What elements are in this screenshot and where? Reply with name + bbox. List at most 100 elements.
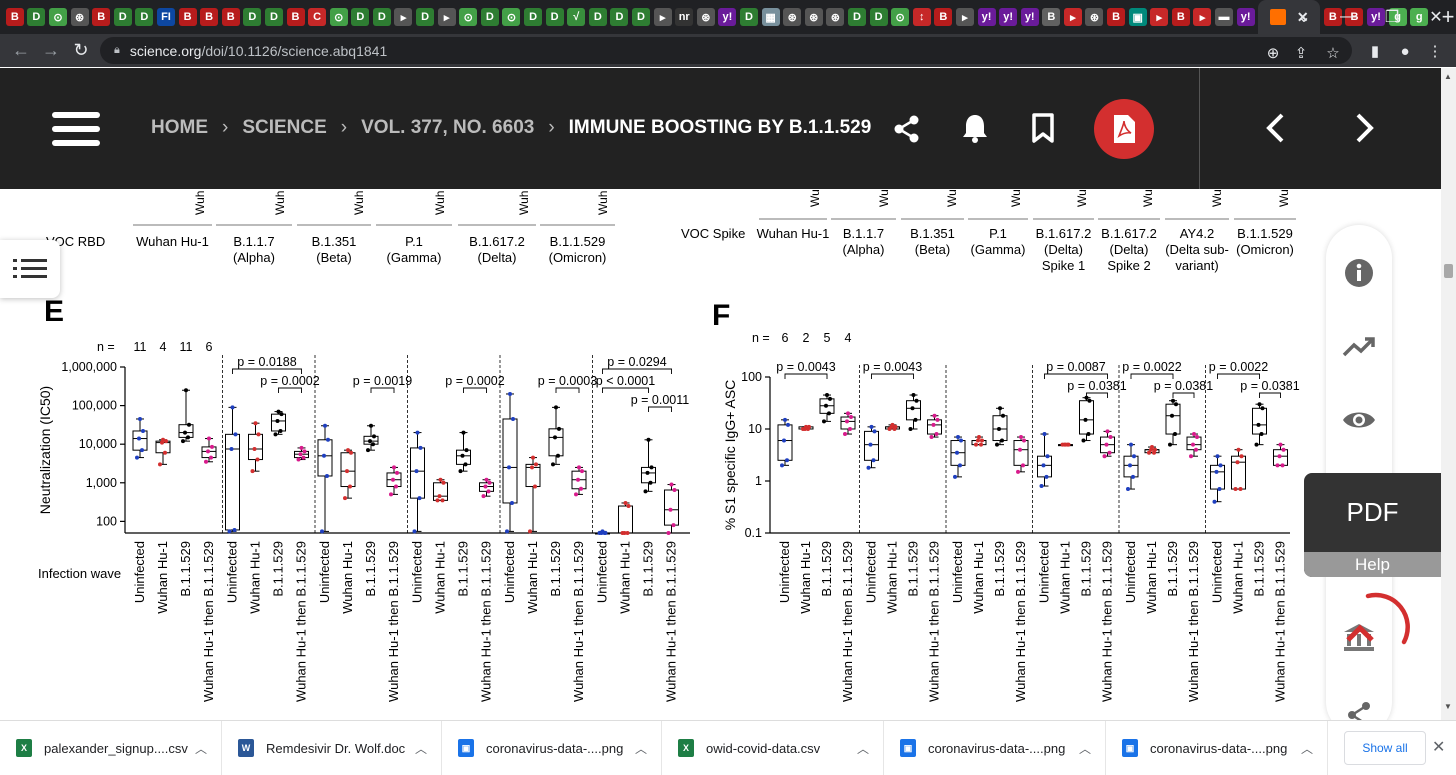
maximize-button[interactable]: ❐ (1384, 9, 1400, 26)
tab-favicon-55[interactable]: ▸ (1193, 8, 1212, 26)
address-bar[interactable]: 🔒︎ science.org/doi/10.1126/science.abq18… (100, 37, 1352, 64)
active-tab[interactable]: ✕ (1258, 0, 1321, 34)
breadcrumb-link-1[interactable]: SCIENCE (242, 117, 327, 138)
share-icon[interactable] (890, 112, 924, 146)
tab-favicon-29[interactable]: D (632, 8, 651, 26)
tab-favicon-27[interactable]: D (588, 8, 607, 26)
tab-favicon-44[interactable]: ▸ (955, 8, 974, 26)
tab-favicon-24[interactable]: D (524, 8, 543, 26)
download-options-chevron-icon[interactable]: ︿ (1078, 741, 1091, 756)
tab-favicon-36[interactable]: ⊛ (783, 8, 802, 26)
tab-favicon-after-0[interactable]: B (1323, 8, 1342, 26)
tab-favicon-23[interactable]: ⊙ (502, 8, 521, 26)
download-item[interactable]: W Remdesivir Dr. Wolf.doc ︿ (222, 721, 442, 775)
tab-favicon-15[interactable]: ⊙ (329, 8, 348, 26)
tab-search-icon[interactable]: ⌄ (1297, 9, 1311, 26)
tab-favicon-13[interactable]: B (286, 8, 305, 26)
download-item[interactable]: ▣ coronavirus-data-....png ︿ (442, 721, 662, 775)
tab-favicon-26[interactable]: √ (567, 8, 586, 26)
close-window-button[interactable]: ✕ (1429, 9, 1443, 26)
tab-favicon-56[interactable]: ▬ (1215, 8, 1234, 26)
tab-favicon-18[interactable]: ▸ (394, 8, 413, 26)
tab-favicon-2[interactable]: ⊙ (48, 8, 67, 26)
download-options-chevron-icon[interactable]: ︿ (194, 741, 207, 756)
minimize-button[interactable]: — (1340, 8, 1356, 25)
tab-favicon-6[interactable]: D (135, 8, 154, 26)
tab-favicon-49[interactable]: ▸ (1063, 8, 1082, 26)
bell-icon[interactable] (958, 111, 992, 145)
tab-favicon-34[interactable]: D (739, 8, 758, 26)
tab-favicon-30[interactable]: ▸ (653, 8, 672, 26)
profile-avatar-icon[interactable]: ● (1400, 42, 1410, 60)
tab-favicon-38[interactable]: ⊛ (826, 8, 845, 26)
tab-favicon-57[interactable]: y! (1236, 8, 1255, 26)
page-scrollbar[interactable]: ▲ ▼ (1441, 68, 1456, 720)
forward-icon[interactable]: → (42, 40, 60, 60)
next-article-icon[interactable] (1348, 110, 1382, 146)
download-item[interactable]: ▣ coronavirus-data-....png ︿ (1106, 721, 1328, 775)
tab-favicon-47[interactable]: y! (1020, 8, 1039, 26)
tab-favicon-3[interactable]: ⊛ (70, 8, 89, 26)
tab-favicon-12[interactable]: D (264, 8, 283, 26)
menu-kebab-icon[interactable]: ⋮ (1427, 43, 1443, 60)
tab-favicon-1[interactable]: D (27, 8, 46, 26)
download-options-chevron-icon[interactable]: ︿ (634, 741, 647, 756)
table-of-contents-button[interactable] (0, 240, 60, 298)
download-options-chevron-icon[interactable]: ︿ (1300, 741, 1313, 756)
new-tab-button[interactable]: + (1441, 4, 1455, 29)
tab-favicon-40[interactable]: D (869, 8, 888, 26)
scroll-down-icon[interactable]: ▼ (1444, 702, 1452, 711)
download-options-chevron-icon[interactable]: ︿ (856, 741, 869, 756)
tab-favicon-9[interactable]: B (200, 8, 219, 26)
download-item[interactable]: ▣ coronavirus-data-....png ︿ (884, 721, 1106, 775)
bookmark-star-icon[interactable]: ☆ (1326, 45, 1340, 62)
tab-favicon-31[interactable]: nr (675, 8, 694, 26)
tab-favicon-after-1[interactable]: B (1345, 8, 1364, 26)
breadcrumb-link-2[interactable]: VOL. 377, NO. 6603 (361, 117, 535, 138)
show-all-downloads-button[interactable]: Show all (1344, 731, 1426, 765)
tab-favicon-19[interactable]: D (416, 8, 435, 26)
tab-favicon-21[interactable]: ⊙ (459, 8, 478, 26)
tab-favicon-0[interactable]: B (5, 8, 24, 26)
tab-favicon-45[interactable]: y! (977, 8, 996, 26)
previous-article-icon[interactable] (1258, 110, 1292, 146)
tab-favicon-4[interactable]: B (92, 8, 111, 26)
tab-favicon-after-4[interactable]: g (1410, 8, 1429, 26)
side-panel-icon[interactable]: ▮ (1370, 43, 1380, 60)
tab-favicon-53[interactable]: ▸ (1150, 8, 1169, 26)
scroll-up-icon[interactable]: ▲ (1444, 72, 1452, 81)
pdf-help-tooltip[interactable]: PDF Help (1304, 473, 1441, 577)
back-icon[interactable]: ← (12, 40, 30, 60)
tab-favicon-16[interactable]: D (351, 8, 370, 26)
tab-favicon-32[interactable]: ⊛ (696, 8, 715, 26)
tab-favicon-14[interactable]: C (308, 8, 327, 26)
tab-favicon-51[interactable]: B (1107, 8, 1126, 26)
eye-icon[interactable] (1339, 400, 1379, 440)
scrollbar-thumb[interactable] (1444, 264, 1453, 278)
tab-favicon-33[interactable]: y! (718, 8, 737, 26)
tab-favicon-37[interactable]: ⊛ (804, 8, 823, 26)
tab-favicon-20[interactable]: ▸ (437, 8, 456, 26)
tab-favicon-5[interactable]: D (113, 8, 132, 26)
tab-favicon-after-3[interactable]: g (1388, 8, 1407, 26)
tab-favicon-11[interactable]: D (243, 8, 262, 26)
tab-favicon-54[interactable]: B (1171, 8, 1190, 26)
info-icon[interactable] (1339, 253, 1379, 293)
zoom-icon[interactable]: ⊕ (1266, 45, 1280, 62)
trending-icon[interactable] (1339, 327, 1379, 367)
tab-favicon-8[interactable]: B (178, 8, 197, 26)
pdf-download-button[interactable] (1094, 99, 1154, 159)
close-tab-icon[interactable]: ✕ (1296, 8, 1309, 25)
tab-favicon-17[interactable]: D (372, 8, 391, 26)
tab-favicon-35[interactable]: ▦ (761, 8, 780, 26)
hamburger-menu-icon[interactable] (52, 112, 100, 146)
breadcrumb-link-0[interactable]: HOME (151, 117, 208, 138)
tab-favicon-46[interactable]: y! (999, 8, 1018, 26)
reload-icon[interactable]: ↻ (73, 40, 89, 60)
bookmark-icon[interactable] (1028, 112, 1058, 144)
tab-favicon-39[interactable]: D (847, 8, 866, 26)
tab-favicon-42[interactable]: ↕ (912, 8, 931, 26)
tab-favicon-after-2[interactable]: y! (1367, 8, 1386, 26)
